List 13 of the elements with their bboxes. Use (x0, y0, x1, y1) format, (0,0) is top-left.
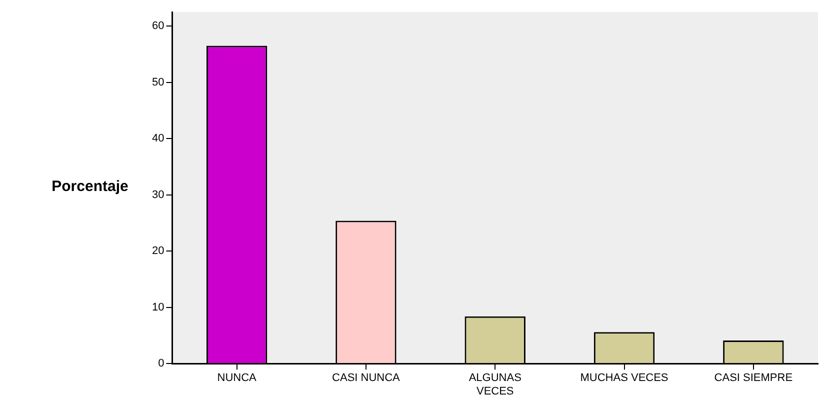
y-tick-label: 10 (152, 301, 164, 314)
y-tick-label: 60 (152, 20, 164, 32)
y-axis-title: Porcentaje (50, 178, 130, 195)
y-tick-label: 50 (152, 76, 164, 88)
y-tick-label: 20 (152, 245, 164, 258)
y-tick-label: 40 (152, 132, 164, 145)
y-tick-label: 30 (152, 188, 164, 201)
x-tick-label: CASI SIEMPRE (714, 372, 793, 384)
x-tick-label: ALGUNAS VECES (468, 372, 522, 398)
y-tick-label: 0 (158, 358, 164, 370)
x-tick-label: NUNCA (217, 372, 258, 384)
x-tick-label: CASI NUNCA (332, 372, 401, 384)
x-tick-label: MUCHAS VECES (580, 372, 668, 384)
